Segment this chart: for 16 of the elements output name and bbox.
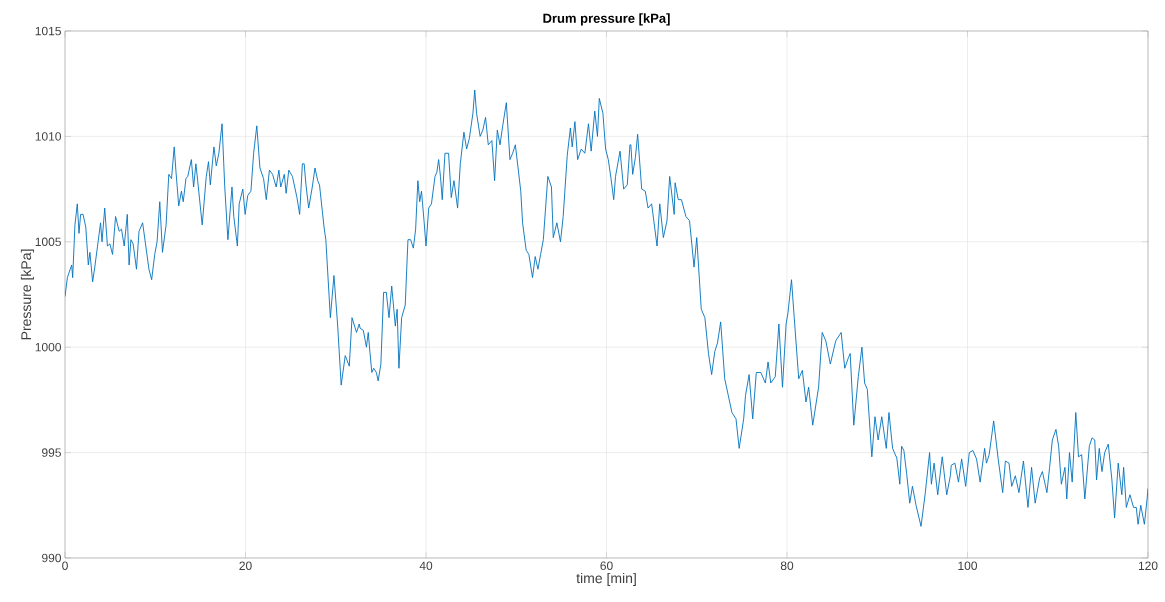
y-tick-label: 1015 xyxy=(35,26,61,36)
y-tick-label: 995 xyxy=(42,448,61,457)
x-axis-title: time [min] xyxy=(576,572,636,586)
y-tick-label: 1000 xyxy=(35,342,62,352)
x-tick-label: 80 xyxy=(780,561,794,571)
y-tick-label: 1010 xyxy=(35,132,62,141)
x-tick-label: 20 xyxy=(239,561,252,571)
y-tick-label: 990 xyxy=(42,553,62,563)
x-tick-label: 0 xyxy=(62,561,68,571)
x-tick-label: 40 xyxy=(419,561,433,571)
y-axis-title: Pressure [kPa] xyxy=(20,249,34,340)
y-tick-label: 1005 xyxy=(35,237,61,247)
x-tick-label: 60 xyxy=(600,561,613,571)
x-tick-label: 100 xyxy=(958,561,978,571)
chart-title: Drum pressure [kPa] xyxy=(543,13,670,26)
x-tick-label: 120 xyxy=(1138,561,1158,571)
